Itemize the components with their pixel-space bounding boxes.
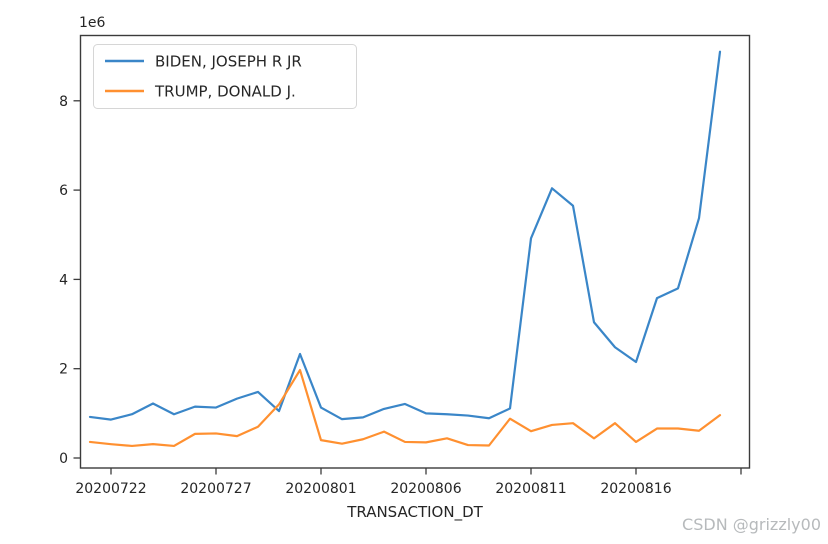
y-axis-offset-label: 1e6 <box>79 15 106 31</box>
y-tick-label: 0 <box>59 451 68 467</box>
plot-area-border <box>79 34 751 469</box>
legend-label-biden: BIDEN, JOSEPH R JR <box>155 53 302 71</box>
x-tick-label: 20200722 <box>75 481 146 497</box>
y-tick-label: 4 <box>59 272 68 288</box>
legend-box <box>93 44 357 109</box>
x-tick-label: 20200806 <box>390 481 461 497</box>
x-tick-label: 20200816 <box>600 481 671 497</box>
line-trump <box>88 368 722 448</box>
x-tick-label: 20200727 <box>180 481 251 497</box>
y-axis-ticks: 0 2 4 6 8 <box>59 94 80 467</box>
y-tick-label: 6 <box>59 183 68 199</box>
y-tick-label: 8 <box>59 94 68 110</box>
line-biden <box>88 50 722 421</box>
x-tick-label: 20200811 <box>495 481 566 497</box>
y-tick-label: 2 <box>59 362 68 378</box>
legend-label-trump: TRUMP, DONALD J. <box>154 83 296 101</box>
x-tick-label: 20200801 <box>285 481 356 497</box>
watermark: CSDN @grizzly00 <box>682 515 821 534</box>
series-lines <box>88 50 722 448</box>
x-axis-ticks: 20200722 20200727 20200801 20200806 20200811… <box>75 468 742 497</box>
x-axis-title: TRANSACTION_DT <box>346 503 483 522</box>
legend: BIDEN, JOSEPH R JR TRUMP, DONALD J. <box>93 44 357 109</box>
